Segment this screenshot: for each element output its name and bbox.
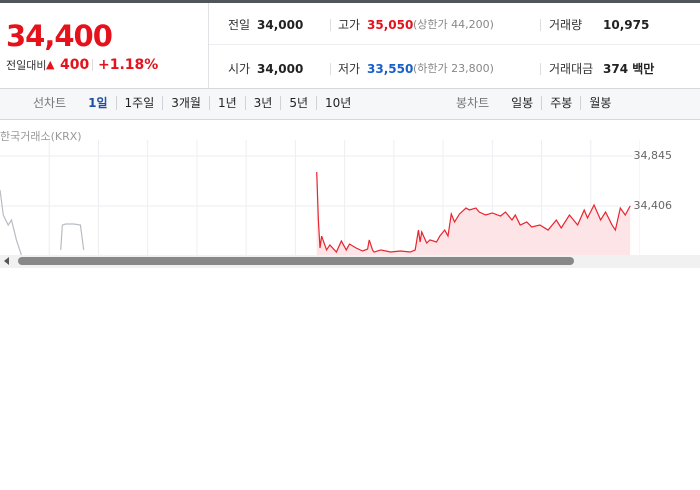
line bbox=[0, 189, 85, 255]
candle-tabs: 봉차트 일봉 주봉 월봉 bbox=[448, 96, 619, 110]
stat-value: 35,050 bbox=[367, 18, 414, 32]
stat-value: 10,975 bbox=[603, 18, 650, 32]
tab[interactable]: 월봉 bbox=[580, 96, 619, 110]
tab[interactable]: 3년 bbox=[244, 96, 281, 110]
divider bbox=[209, 44, 700, 45]
tab[interactable]: 3개월 bbox=[162, 96, 209, 110]
tab[interactable]: 1일 bbox=[88, 96, 108, 110]
stat-value: 34,000 bbox=[257, 62, 304, 76]
tab-group-label: 봉차트 bbox=[456, 96, 490, 110]
y-tick-label: 34,406 bbox=[634, 199, 673, 212]
scroll-left[interactable] bbox=[4, 257, 9, 265]
line bbox=[316, 171, 631, 254]
stat-label: 거래대금 bbox=[549, 62, 594, 76]
price: 34,400 bbox=[6, 19, 113, 53]
tab-group-label: 선차트 bbox=[33, 96, 67, 110]
tab[interactable]: 일봉 bbox=[511, 96, 534, 110]
divider bbox=[330, 63, 331, 75]
stat-label: 거래량 bbox=[549, 18, 583, 32]
stat-label: 전일 bbox=[228, 18, 251, 32]
tab[interactable]: 주봉 bbox=[541, 96, 580, 110]
quote-panel: 34,400 전일대비 ▲ 400 +1.18% 전일 34,000 고가 35,05… bbox=[0, 0, 700, 88]
divider bbox=[540, 63, 541, 75]
stat-value: 33,550 bbox=[367, 62, 414, 76]
plot bbox=[0, 140, 640, 255]
divider bbox=[330, 19, 331, 31]
tab[interactable]: 10년 bbox=[316, 96, 359, 110]
up-icon: ▲ bbox=[46, 58, 55, 71]
scrollbar-thumb[interactable] bbox=[18, 257, 574, 265]
tab[interactable]: 1주일 bbox=[115, 96, 163, 110]
y-tick-label: 34,845 bbox=[634, 149, 673, 162]
source: 한국거래소(KRX) bbox=[0, 130, 82, 143]
divider bbox=[208, 3, 209, 88]
change-rate: +1.18% bbox=[98, 57, 159, 73]
change-label: 전일대비 bbox=[6, 59, 47, 72]
line-tabs: 선차트 1일 1주일 3개월 1년 3년 5년 10년 bbox=[25, 96, 359, 110]
stat-value: 34,000 bbox=[257, 18, 304, 32]
tab[interactable]: 5년 bbox=[280, 96, 316, 110]
stat-label: 저가 bbox=[338, 62, 361, 76]
stat-label: 고가 bbox=[338, 18, 361, 32]
period-tabs: 선차트 1일 1주일 3개월 1년 3년 5년 10년 봉차트 일봉 주봉 월봉 bbox=[0, 88, 700, 120]
divider bbox=[540, 19, 541, 31]
stat-value: 374 백만 bbox=[603, 62, 655, 76]
change: 400 bbox=[60, 57, 90, 73]
chart: 한국거래소(KRX) 34,845 34,406 bbox=[0, 130, 700, 268]
area bbox=[316, 171, 631, 255]
divider bbox=[92, 59, 93, 71]
tab[interactable]: 1년 bbox=[208, 96, 245, 110]
stat-note: (하한가 23,800) bbox=[413, 62, 494, 75]
stat-label: 시가 bbox=[228, 62, 251, 76]
stat-note: (상한가 44,200) bbox=[413, 18, 494, 31]
